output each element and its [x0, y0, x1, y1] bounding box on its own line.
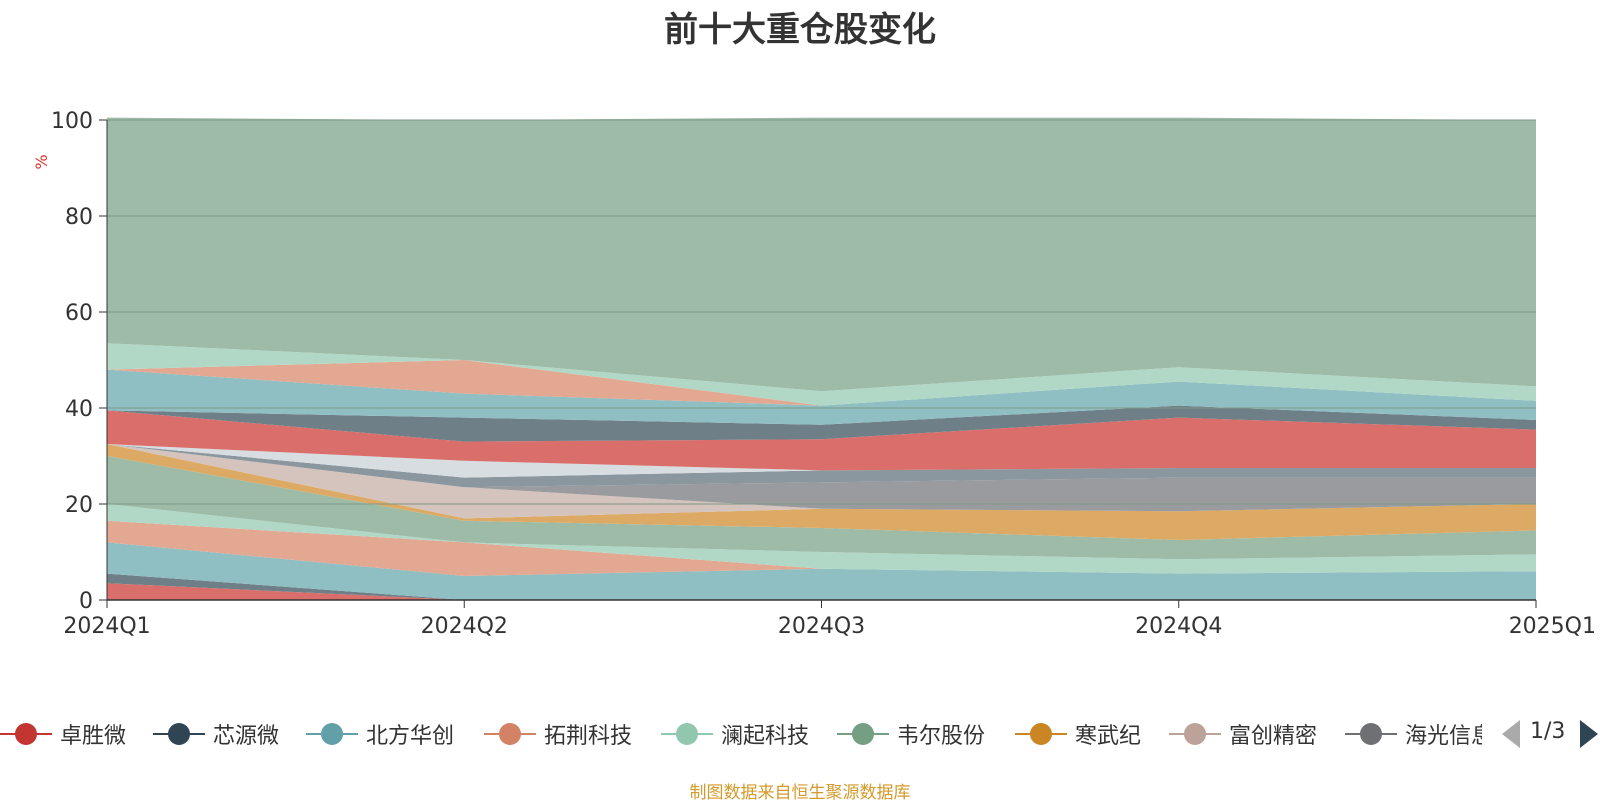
- area-series-16: [107, 117, 1536, 392]
- y-tick-label: 0: [79, 589, 93, 614]
- legend-item[interactable]: 韦尔股份: [837, 716, 985, 752]
- area-series-3: [107, 520, 1536, 576]
- legend-item[interactable]: 北方华创: [306, 716, 454, 752]
- legend-item[interactable]: 寒武纪: [1015, 716, 1141, 752]
- x-tick-label: 2025Q1: [1509, 614, 1596, 639]
- area-series-6: [107, 444, 1536, 540]
- area-series-15: [107, 343, 1536, 406]
- y-tick-label: 40: [65, 397, 93, 422]
- legend-label: 富创精密: [1229, 724, 1318, 749]
- area-series-5: [107, 456, 1536, 560]
- legend-label: 北方华创: [366, 724, 455, 749]
- y-axis-label: %: [32, 154, 51, 169]
- legend-marker-icon: [0, 716, 52, 752]
- y-tick-label: 100: [51, 109, 93, 134]
- legend-marker-icon: [153, 716, 205, 752]
- legend-marker-icon: [484, 716, 536, 752]
- legend-label: 海光信息: [1405, 724, 1482, 749]
- legend-next-page-icon[interactable]: [1578, 720, 1600, 748]
- legend-item[interactable]: 芯源微: [153, 716, 279, 752]
- legend-marker-icon: [1345, 716, 1397, 752]
- y-tick-label: 60: [65, 301, 93, 326]
- source-note: 制图数据来自恒生聚源数据库: [689, 783, 911, 803]
- area-series-0: [107, 583, 1536, 600]
- area-series-4: [107, 504, 1536, 574]
- legend-item[interactable]: 富创精密: [1169, 716, 1317, 752]
- x-tick-label: 2024Q3: [778, 614, 865, 639]
- legend-item[interactable]: 拓荆科技: [484, 716, 632, 752]
- area-series-7: [107, 444, 1536, 519]
- area-series-2: [107, 542, 1536, 600]
- legend-marker-icon: [1015, 716, 1067, 752]
- x-tick-label: 2024Q4: [1135, 614, 1222, 639]
- area-series-11: [107, 410, 1536, 471]
- legend-label: 芯源微: [213, 724, 280, 749]
- legend-item[interactable]: 卓胜微: [0, 716, 126, 752]
- area-series-13: [107, 369, 1536, 425]
- legend-marker-icon: [837, 716, 889, 752]
- area-series-group: [107, 117, 1536, 600]
- y-tick-label: 80: [65, 205, 93, 230]
- x-tick-label: 2024Q2: [421, 614, 508, 639]
- legend: 卓胜微 芯源微 北方华创 拓荆科技 澜起科技 韦尔股份 寒武纪 富创精密 海光信息 1/3: [0, 716, 1600, 752]
- area-series-8: [107, 444, 1536, 512]
- legend-marker-icon: [306, 716, 358, 752]
- area-series-12: [107, 405, 1536, 442]
- legend-label: 卓胜微: [60, 724, 127, 749]
- grid-lines: [107, 119, 1536, 505]
- area-series-9: [107, 444, 1536, 488]
- chart-title: 前十大重仓股变化: [664, 10, 936, 50]
- legend-prev-page-icon[interactable]: [1500, 720, 1522, 748]
- legend-page-indicator: 1/3: [1530, 719, 1566, 744]
- legend-item[interactable]: 澜起科技: [661, 716, 809, 752]
- y-tick-label: 20: [65, 493, 93, 518]
- x-tick-label: 2024Q1: [63, 614, 150, 639]
- legend-marker-icon: [1169, 716, 1221, 752]
- legend-marker-icon: [661, 716, 713, 752]
- legend-label: 澜起科技: [721, 724, 810, 749]
- legend-label: 寒武纪: [1075, 724, 1142, 749]
- legend-label: 拓荆科技: [544, 724, 633, 749]
- stacked-area-chart: 0 20 40 60 80 100 2024Q1 2024Q2 2024Q3 2024Q4 2025…: [32, 109, 1596, 639]
- area-series-14: [107, 360, 1536, 406]
- area-series-10: [107, 444, 1536, 478]
- axes: 0 20 40 60 80 100 2024Q1 2024Q2 2024Q3 2024Q4 2025…: [51, 109, 1596, 639]
- legend-item[interactable]: 海光信息: [1345, 716, 1482, 752]
- legend-label: 韦尔股份: [897, 724, 986, 749]
- legend-items: 卓胜微 芯源微 北方华创 拓荆科技 澜起科技 韦尔股份 寒武纪 富创精密 海光信息: [0, 716, 1482, 752]
